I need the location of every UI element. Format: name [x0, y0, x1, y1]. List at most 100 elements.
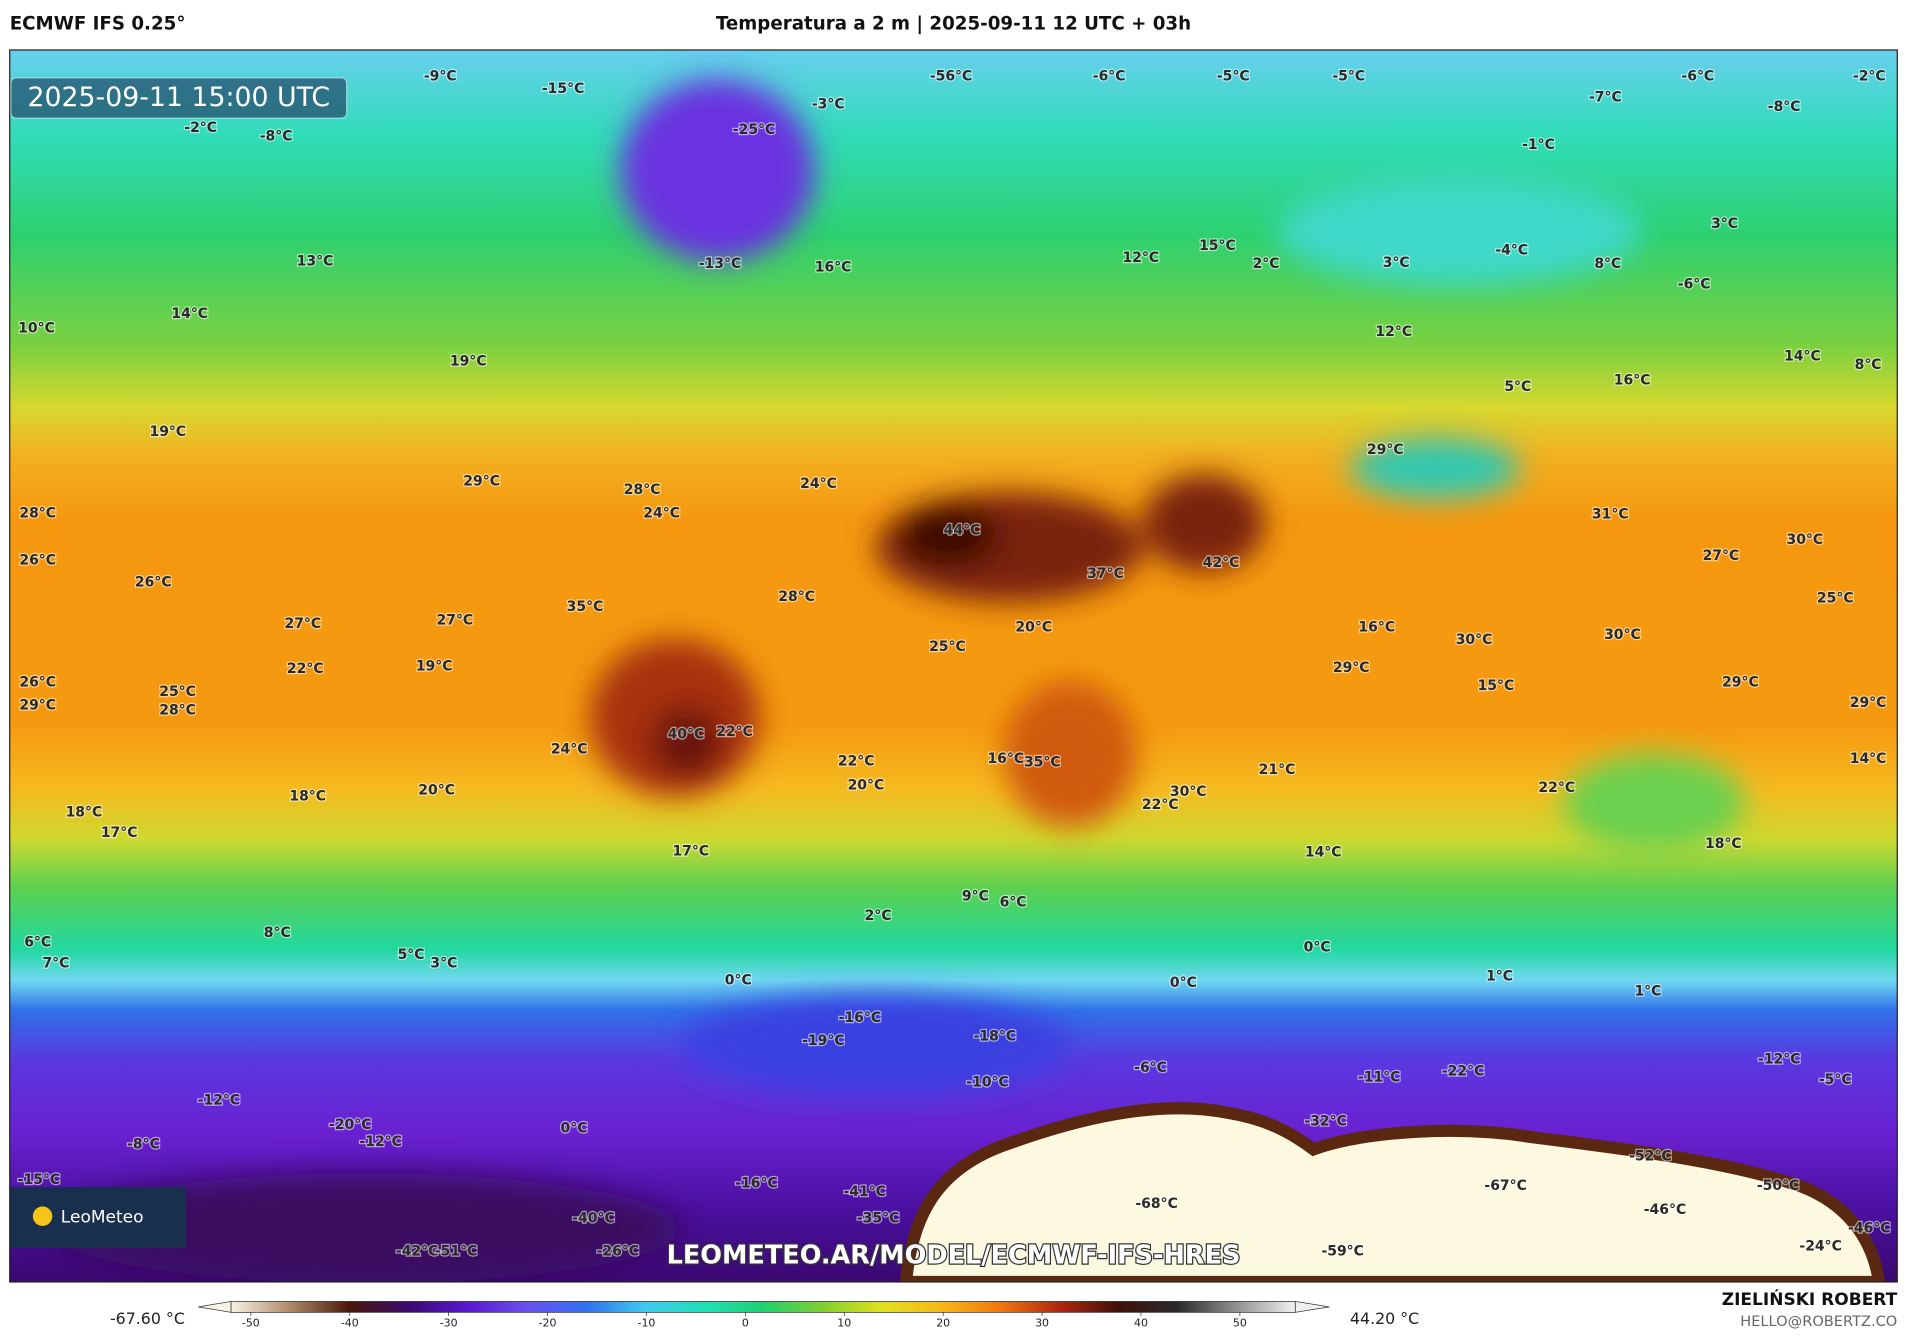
temperature-label: 29°C — [1333, 660, 1370, 676]
temperature-label: 40°C — [668, 727, 705, 743]
temperature-label: 8°C — [264, 925, 291, 941]
temperature-label: 13°C — [297, 254, 334, 270]
temperature-label: 28°C — [778, 589, 815, 605]
temperature-label: 12°C — [1375, 324, 1412, 340]
colorbar-tick-label: -10 — [638, 1316, 656, 1329]
temperature-label: 19°C — [149, 424, 186, 440]
temperature-label: 2°C — [865, 908, 892, 924]
temperature-label: 17°C — [101, 825, 138, 841]
temperature-label: 35°C — [1024, 755, 1061, 771]
temperature-label: 27°C — [1703, 548, 1740, 564]
temperature-label: 31°C — [1592, 507, 1629, 523]
temperature-label: -4°C — [1495, 243, 1528, 259]
map-title: Temperatura a 2 m | 2025-09-11 12 UTC + … — [716, 13, 1191, 34]
temperature-label: 6°C — [1000, 895, 1027, 911]
temperature-label: 14°C — [171, 306, 208, 322]
temperature-label: 25°C — [929, 639, 966, 655]
temperature-label: -26°C — [597, 1244, 639, 1260]
temperature-label: -18°C — [974, 1028, 1016, 1044]
temperature-label: -15°C — [18, 1172, 60, 1188]
temperature-label: 35°C — [567, 599, 604, 615]
author: ZIELIŃSKI ROBERT — [1722, 1288, 1898, 1310]
temperature-label: 0°C — [1304, 940, 1331, 956]
temperature-label: -9°C — [424, 69, 457, 85]
temperature-label: -13°C — [699, 256, 741, 272]
temperature-label: 30°C — [1170, 784, 1207, 800]
temperature-label: 20°C — [418, 783, 455, 799]
temperature-label: -6°C — [1093, 69, 1126, 85]
temperature-label: 8°C — [1594, 256, 1621, 272]
regional-features — [48, 79, 1746, 1282]
temperature-label: 28°C — [19, 505, 56, 521]
temperature-label: -6°C — [1681, 69, 1714, 85]
temperature-label: 8°C — [1855, 357, 1882, 373]
temperature-label: -35°C — [857, 1211, 899, 1227]
temperature-label: 7°C — [42, 955, 69, 971]
temperature-label: -51°C — [435, 1244, 477, 1260]
temperature-label: 24°C — [800, 476, 837, 492]
colorbar-tick-label: -20 — [539, 1316, 557, 1329]
temperature-label: 25°C — [159, 684, 196, 700]
temperature-label: 27°C — [284, 616, 321, 632]
temperature-label: 28°C — [159, 702, 196, 718]
temperature-label: -22°C — [1442, 1064, 1484, 1080]
temperature-label: 28°C — [624, 482, 661, 498]
temperature-label: 16°C — [1358, 620, 1395, 636]
temperature-label: 10°C — [18, 320, 55, 336]
temperature-label: 30°C — [1786, 532, 1823, 548]
colorbar-tick-label: 30 — [1035, 1316, 1049, 1329]
temperature-label: 20°C — [848, 778, 885, 794]
temperature-label: 29°C — [1367, 442, 1404, 458]
colorbar-high-extend — [1294, 1300, 1330, 1313]
temperature-label: 19°C — [450, 353, 487, 369]
temperature-label: -16°C — [839, 1010, 881, 1026]
temperature-label: 29°C — [463, 474, 500, 490]
temperature-label: 3°C — [1711, 216, 1738, 232]
temperature-label: 9°C — [962, 888, 989, 904]
temperature-label: 1°C — [1486, 969, 1513, 985]
colorbar-tick-label: 0 — [742, 1316, 749, 1329]
temperature-label: 1°C — [1634, 983, 1661, 999]
temperature-label: -46°C — [1644, 1202, 1686, 1218]
temperature-label: 24°C — [551, 741, 588, 757]
map-frame — [9, 49, 1898, 1283]
temperature-label: 22°C — [1142, 797, 1179, 813]
temperature-label: 3°C — [1383, 255, 1410, 271]
temperature-label: -7°C — [1589, 89, 1622, 105]
logo-text: LeoMeteo — [61, 1208, 144, 1228]
temperature-label: 26°C — [19, 674, 56, 690]
temperature-label: 17°C — [672, 843, 709, 859]
temperature-label: 2°C — [1253, 256, 1280, 272]
temperature-label: -32°C — [1304, 1113, 1346, 1129]
temperature-label: -5°C — [1819, 1072, 1852, 1088]
temperature-label: 26°C — [19, 553, 56, 569]
temperature-label: -20°C — [329, 1117, 371, 1133]
temperature-label: -6°C — [1134, 1060, 1167, 1076]
temperature-label: 20°C — [1015, 620, 1052, 636]
colorbar-scale — [230, 1301, 1296, 1313]
temperature-label: -1°C — [1522, 137, 1555, 153]
colorbar-tick-label: -30 — [440, 1316, 458, 1329]
temperature-label: -56°C — [930, 69, 972, 85]
colorbar-tick-label: -40 — [341, 1316, 359, 1329]
temperature-label: 18°C — [289, 789, 326, 805]
temperature-label: 29°C — [1850, 695, 1887, 711]
temperature-label: 14°C — [1784, 348, 1821, 364]
temperature-label: 27°C — [437, 612, 474, 628]
temperature-label: 6°C — [24, 935, 51, 951]
temperature-label: 22°C — [716, 724, 753, 740]
temperature-label: -25°C — [733, 122, 775, 138]
temperature-label: -8°C — [127, 1137, 160, 1153]
map: -9°C -15°C -56°C -6°C -5°C -5°C -6°C -2°C -7°C -8… — [9, 49, 1898, 1282]
temperature-label: 44°C — [944, 522, 981, 538]
colorbar-tick-label: 40 — [1134, 1316, 1148, 1329]
temperature-label: 16°C — [987, 751, 1024, 767]
email: HELLO@ROBERTZ.CO — [1740, 1313, 1897, 1330]
colorbar-tick-label: 50 — [1233, 1316, 1247, 1329]
temperature-label: -41°C — [843, 1184, 885, 1200]
colorbar-max: 44.20 °C — [1350, 1309, 1419, 1328]
temperature-label: 24°C — [643, 505, 680, 521]
colorbar-low-extend — [198, 1300, 232, 1313]
